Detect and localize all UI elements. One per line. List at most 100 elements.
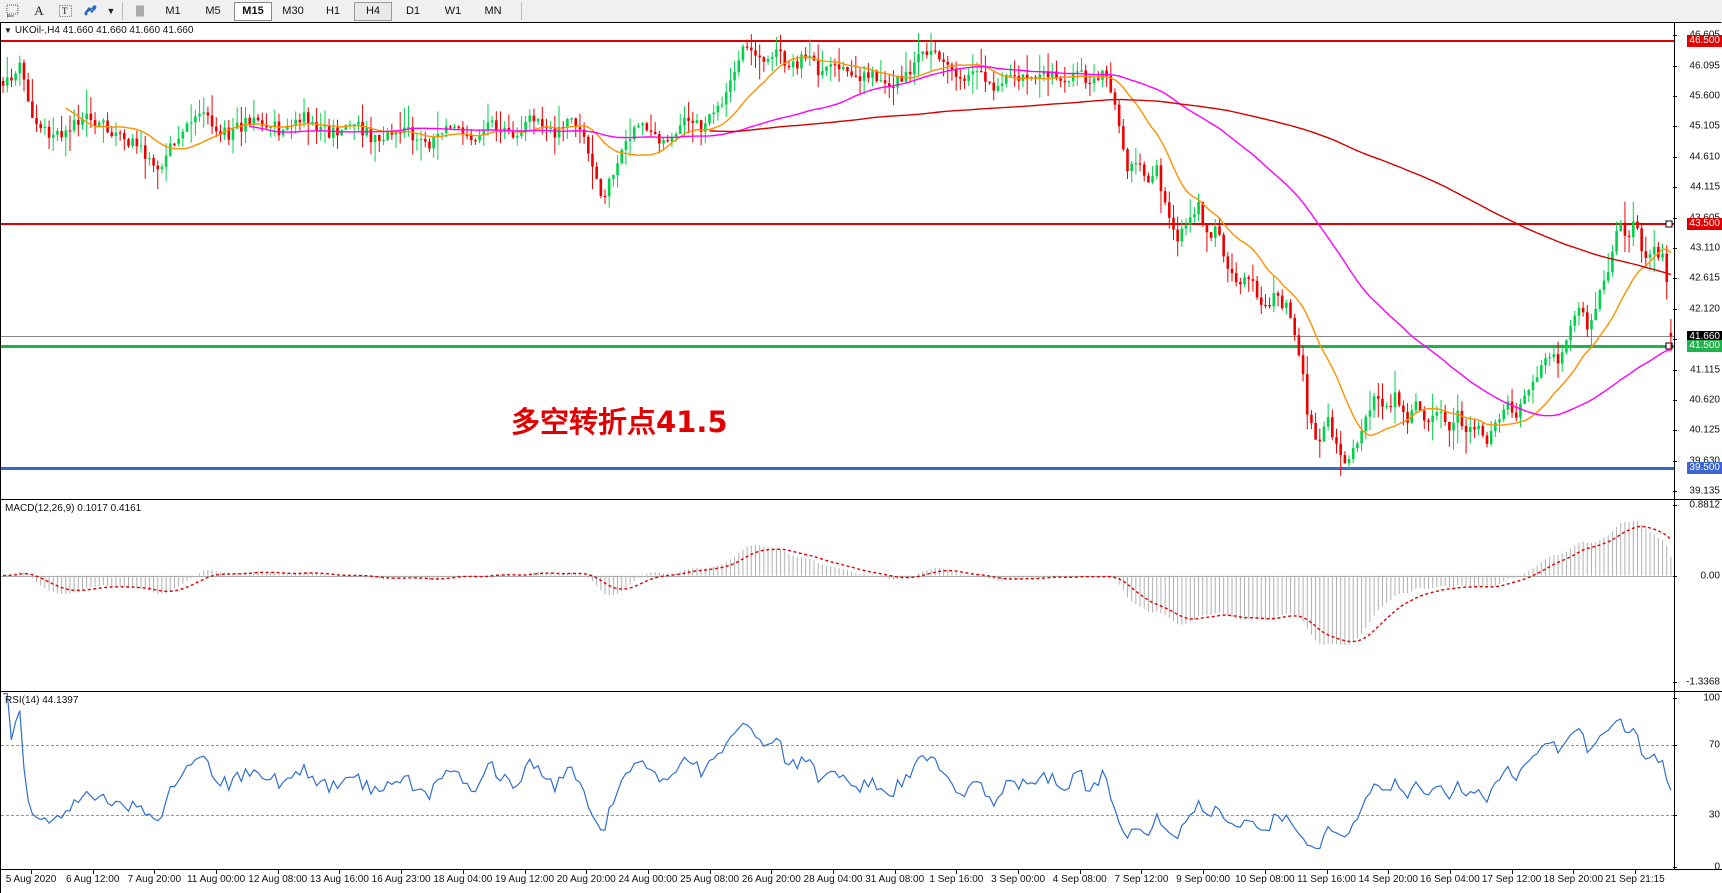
- x-axis-label: 7 Sep 12:00: [1114, 874, 1169, 885]
- price-axis-label: 46.605: [1689, 29, 1720, 40]
- ma-orange-line: [65, 56, 1672, 437]
- price-level-line-41-5[interactable]: [1, 345, 1674, 349]
- x-axis-tick: [1388, 870, 1390, 874]
- price-level-line-39-5[interactable]: [1, 467, 1674, 471]
- price-axis-label: 44.115: [1690, 181, 1720, 193]
- rsi-y-axis[interactable]: 100 70 30 0: [1673, 692, 1722, 873]
- macd-zero-line: [1, 575, 1674, 577]
- x-axis-tick: [894, 870, 896, 874]
- drawing-tools-dropdown-icon[interactable]: ▼: [106, 6, 116, 16]
- price-axis-tick: [1673, 460, 1677, 462]
- price-axis-tick: [1673, 96, 1677, 98]
- ma-magenta-line: [249, 65, 1672, 417]
- x-axis-tick: [586, 870, 588, 874]
- price-axis-tick: [1673, 186, 1677, 188]
- price-pane[interactable]: ▼ UKOil-,H4 41.660 41.660 41.660 41.660 …: [1, 23, 1722, 500]
- chart-toolbar: F A T ▼ M1: [0, 0, 1722, 23]
- timeframe-m5[interactable]: M5: [205, 5, 221, 17]
- macd-indicator-label: MACD(12,26,9) 0.1017 0.4161: [5, 503, 142, 514]
- price-axis-label: 39.135: [1689, 485, 1720, 497]
- collapse-icon[interactable]: ▼: [4, 26, 12, 35]
- rsi-pane[interactable]: RSI(14) 44.1397 100 70 30 0: [1, 692, 1722, 873]
- templates-icon[interactable]: F: [0, 1, 26, 21]
- price-level-line-41-66[interactable]: [1, 335, 1674, 337]
- x-axis-label: 5 Aug 2020: [5, 874, 57, 885]
- x-axis-tick: [462, 870, 464, 874]
- timeframe-h1[interactable]: H1: [325, 5, 341, 17]
- x-axis-label: 25 Aug 08:00: [680, 874, 740, 885]
- price-plot-area[interactable]: [1, 23, 1722, 499]
- price-axis-tick: [1673, 339, 1677, 341]
- macd-signal-line: [3, 525, 1672, 643]
- text-tool-icon[interactable]: A: [34, 3, 44, 18]
- price-tag-41-660[interactable]: 41.660: [1687, 330, 1722, 343]
- rsi-axis-label: 70: [1708, 739, 1720, 751]
- rsi-plot-area[interactable]: [1, 692, 1722, 869]
- x-axis-tick: [1326, 870, 1328, 874]
- price-tag-41-500[interactable]: 41.500: [1687, 340, 1722, 353]
- price-tag-46-500[interactable]: 46.500: [1687, 35, 1722, 48]
- x-axis-tick: [216, 870, 218, 874]
- x-axis-label: 12 Aug 08:00: [248, 874, 308, 885]
- x-axis-tick: [92, 870, 94, 874]
- x-axis-tick: [1018, 870, 1020, 874]
- timeframe-m30[interactable]: M30: [282, 5, 304, 17]
- macd-y-axis[interactable]: 0.8812 0.00 -1.3368: [1673, 499, 1722, 691]
- price-axis-tick: [1673, 126, 1677, 128]
- x-axis-label: 9 Sep 00:00: [1176, 874, 1231, 885]
- x-axis-tick: [1141, 870, 1143, 874]
- price-axis-tick: [1673, 248, 1677, 250]
- price-tag-43-500[interactable]: 43.500: [1687, 218, 1722, 231]
- x-axis-label: 4 Sep 08:00: [1052, 874, 1107, 885]
- x-axis-tick: [1511, 870, 1513, 874]
- x-axis-label: 24 Aug 00:00: [618, 874, 678, 885]
- price-tag-39-500[interactable]: 39.500: [1687, 462, 1722, 475]
- text-label-icon[interactable]: T: [52, 1, 78, 21]
- macd-axis-tick: [1673, 575, 1677, 577]
- x-axis-label: 16 Aug 23:00: [371, 874, 431, 885]
- price-axis-label: 43.110: [1690, 242, 1720, 254]
- x-axis-tick: [524, 870, 526, 874]
- rsi-level-70: [1, 744, 1674, 746]
- x-axis-tick: [647, 870, 649, 874]
- timeframes-group-icon[interactable]: [127, 1, 153, 21]
- x-axis-label: 19 Aug 12:00: [495, 874, 555, 885]
- x-axis-tick: [277, 870, 279, 874]
- price-axis-label: 43.605: [1689, 212, 1720, 223]
- x-axis-tick: [31, 870, 32, 874]
- x-axis-label: 26 Aug 20:00: [741, 874, 801, 885]
- timeframe-mn[interactable]: MN: [484, 5, 502, 17]
- timeframe-w1[interactable]: W1: [444, 5, 462, 17]
- level-drag-handle[interactable]: [1665, 220, 1673, 228]
- price-axis-label: 45.105: [1689, 120, 1720, 132]
- price-axis-label: 46.095: [1689, 60, 1720, 72]
- timeframe-m1[interactable]: M1: [165, 5, 181, 17]
- timeframe-h4[interactable]: H4: [354, 1, 392, 21]
- x-axis-tick: [401, 870, 403, 874]
- price-axis-label: 40.620: [1689, 394, 1720, 406]
- macd-axis-label: -1.3368: [1686, 676, 1720, 688]
- rsi-indicator-label: RSI(14) 44.1397: [5, 695, 79, 706]
- price-axis-tick: [1673, 217, 1677, 219]
- price-level-line-46-5[interactable]: [1, 40, 1674, 43]
- timeframe-d1[interactable]: D1: [405, 5, 421, 17]
- price-axis-tick: [1673, 308, 1677, 310]
- x-axis-label: 17 Sep 12:00: [1481, 874, 1542, 885]
- timeframe-m15[interactable]: M15: [234, 1, 272, 21]
- price-axis-tick: [1673, 278, 1677, 280]
- drawing-tools-icon[interactable]: [78, 1, 104, 21]
- price-level-line-43-5[interactable]: [1, 223, 1674, 226]
- macd-plot-area[interactable]: [1, 500, 1722, 691]
- price-axis-label: 42.615: [1689, 272, 1720, 284]
- rsi-axis-label: 100: [1703, 692, 1720, 704]
- price-y-axis[interactable]: 46.605 46.095 45.600 45.105 44.610 44.115 43.6…: [1673, 23, 1722, 499]
- x-axis-label: 13 Aug 16:00: [309, 874, 369, 885]
- x-axis-tick: [1079, 870, 1081, 874]
- macd-pane[interactable]: MACD(12,26,9) 0.1017 0.4161 0.8812 0.00 -1…: [1, 500, 1722, 692]
- x-axis[interactable]: 5 Aug 2020 6 Aug 12:00 7 Aug 20:00 11 Aug 0…: [1, 869, 1722, 893]
- x-axis-label: 18 Sep 20:00: [1543, 874, 1604, 885]
- svg-text:F: F: [7, 14, 10, 19]
- price-axis-label: 44.610: [1689, 151, 1720, 163]
- macd-axis-label: 0.8812: [1689, 499, 1720, 511]
